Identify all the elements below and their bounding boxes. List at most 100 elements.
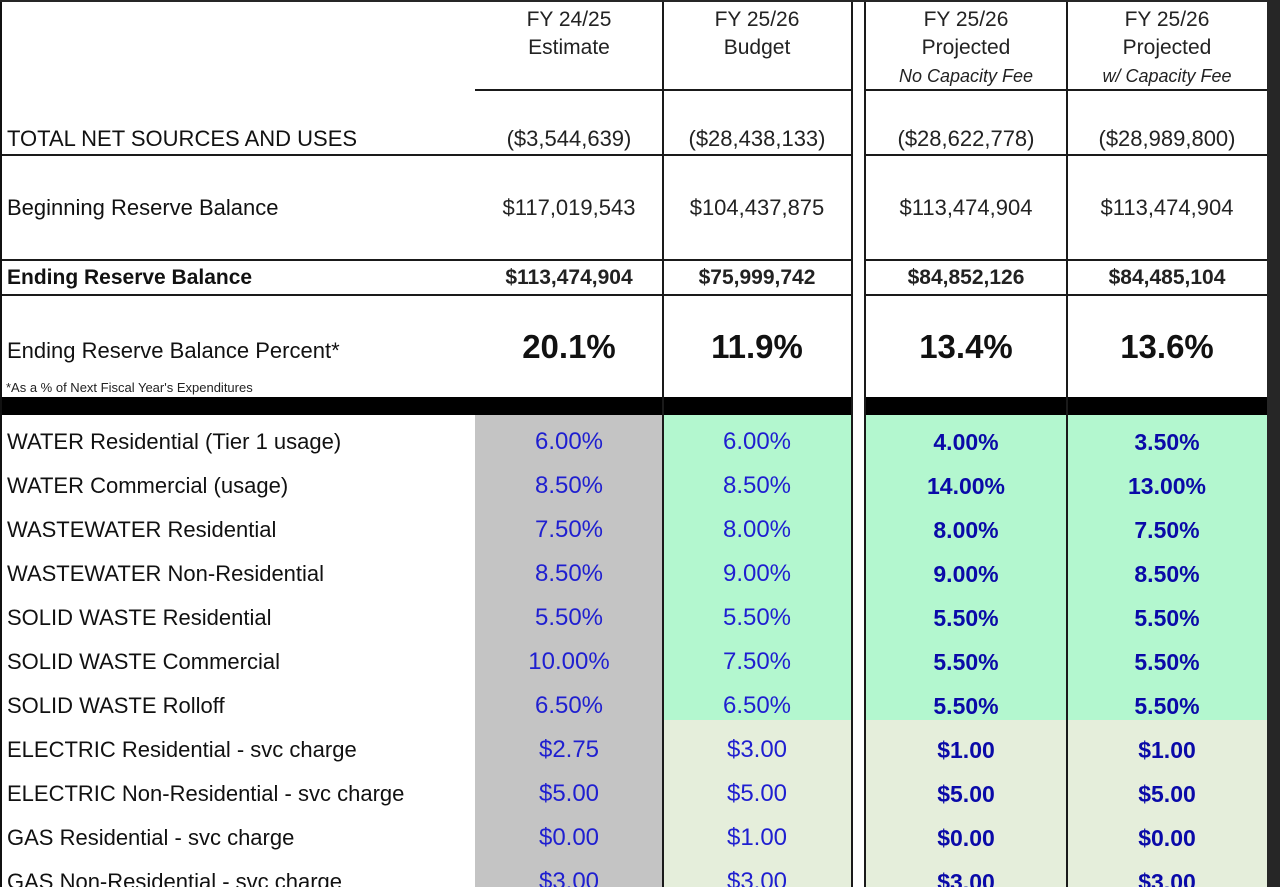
rate-budget: 6.50% [722, 692, 792, 719]
row-label-ending-percent: Ending Reserve Balance Percent* [7, 338, 340, 363]
rate-budget: $3.00 [726, 736, 788, 763]
rate-projected-no-fee: 5.50% [933, 692, 999, 719]
grid-line [662, 2, 664, 887]
rate-projected-with-fee: $5.00 [1138, 780, 1196, 807]
grid-line [851, 2, 853, 887]
beginning-estimate: $117,019,543 [502, 195, 636, 220]
rate-label: SOLID WASTE Rolloff [7, 693, 225, 718]
column-header-fy2526-projected-with-fee: FY 25/26 Projected w/ Capacity Fee [1067, 2, 1267, 90]
footnote: *As a % of Next Fiscal Year's Expenditur… [6, 379, 253, 395]
budget-rate-fill [663, 415, 851, 720]
rate-projected-no-fee: $1.00 [937, 736, 995, 763]
rate-estimate: 6.00% [534, 428, 604, 455]
header-line2: Projected [1122, 36, 1212, 59]
rate-projected-with-fee: 5.50% [1134, 692, 1200, 719]
beginning-projected-no-fee: $113,474,904 [899, 195, 1033, 220]
rate-projected-no-fee: 8.00% [933, 516, 999, 543]
rate-budget: 6.00% [722, 428, 792, 455]
total-net-budget: ($28,438,133) [688, 126, 826, 151]
rate-label: GAS Non-Residential - svc charge [7, 869, 343, 887]
header-line1: FY 25/26 [923, 8, 1009, 31]
rate-projected-no-fee: 5.50% [933, 604, 999, 631]
rate-budget: $5.00 [726, 780, 788, 807]
rate-projected-no-fee: 14.00% [926, 472, 1005, 499]
rate-budget: 5.50% [722, 604, 792, 631]
ending-budget: $75,999,742 [698, 265, 816, 289]
header-line2: Estimate [528, 36, 610, 59]
total-net-estimate: ($3,544,639) [506, 126, 632, 151]
rate-estimate: 8.50% [534, 560, 604, 587]
grid-line [2, 259, 1267, 261]
grid-line [2, 154, 1267, 156]
header-line2: Projected [921, 36, 1011, 59]
ending-projected-no-fee: $84,852,126 [907, 265, 1025, 289]
grid-line [1066, 2, 1068, 887]
total-net-projected-with-fee: ($28,989,800) [1098, 126, 1236, 151]
header-subtitle: w/ Capacity Fee [1102, 66, 1232, 86]
header-line1: FY 25/26 [714, 8, 800, 31]
rate-projected-no-fee: $5.00 [937, 780, 995, 807]
rate-budget: $1.00 [726, 824, 788, 851]
rate-label: WATER Residential (Tier 1 usage) [7, 429, 342, 454]
rate-projected-no-fee: 4.00% [933, 428, 999, 455]
rate-label: GAS Residential - svc charge [7, 825, 295, 850]
rate-estimate: $3.00 [538, 868, 600, 887]
rate-projected-no-fee: $0.00 [937, 824, 995, 851]
rate-label: SOLID WASTE Residential [7, 605, 272, 630]
grid-line [2, 294, 1267, 296]
rate-projected-with-fee: $3.00 [1138, 868, 1196, 887]
rate-label: SOLID WASTE Commercial [7, 649, 281, 674]
rate-label: WATER Commercial (usage) [7, 473, 289, 498]
rate-estimate: 10.00% [528, 648, 610, 675]
rate-budget: 8.50% [722, 472, 792, 499]
row-label-total-net: TOTAL NET SOURCES AND USES [7, 126, 358, 151]
header-line1: FY 25/26 [1124, 8, 1210, 31]
rate-projected-no-fee: $3.00 [937, 868, 995, 887]
rate-projected-no-fee: 5.50% [933, 648, 999, 675]
column-header-fy2425-estimate: FY 24/25 Estimate [475, 2, 663, 90]
grid-line [475, 89, 1267, 91]
total-net-projected-no-fee: ($28,622,778) [897, 126, 1035, 151]
budget-svc-fill [663, 720, 851, 887]
header-subtitle: No Capacity Fee [898, 66, 1034, 86]
rate-estimate: 7.50% [534, 516, 604, 543]
ending-pct-budget: 11.9% [711, 328, 803, 365]
rate-projected-with-fee: 13.00% [1127, 472, 1206, 499]
rate-budget: $3.00 [726, 868, 788, 887]
rate-projected-with-fee: 5.50% [1134, 648, 1200, 675]
header-line2: Budget [723, 36, 791, 59]
rate-projected-no-fee: 9.00% [933, 560, 999, 587]
rate-projected-with-fee: $0.00 [1138, 824, 1196, 851]
rate-estimate: $2.75 [538, 736, 600, 763]
ending-pct-projected-no-fee: 13.4% [919, 328, 1013, 365]
rate-estimate: 8.50% [534, 472, 604, 499]
rate-projected-with-fee: $1.00 [1138, 736, 1196, 763]
rate-estimate: $0.00 [538, 824, 600, 851]
column-header-fy2526-projected-no-fee: FY 25/26 Projected No Capacity Fee [865, 2, 1067, 90]
rate-estimate: 6.50% [534, 692, 604, 719]
section-divider [2, 397, 1267, 415]
rate-projected-with-fee: 3.50% [1134, 428, 1200, 455]
rate-budget: 7.50% [722, 648, 792, 675]
beginning-projected-with-fee: $113,474,904 [1100, 195, 1234, 220]
rate-projected-with-fee: 8.50% [1134, 560, 1200, 587]
rate-projected-with-fee: 5.50% [1134, 604, 1200, 631]
rate-budget: 9.00% [722, 560, 792, 587]
rate-projected-with-fee: 7.50% [1134, 516, 1200, 543]
rate-label: ELECTRIC Non-Residential - svc charge [7, 781, 405, 806]
rate-label: WASTEWATER Non-Residential [7, 561, 325, 586]
estimate-column-fill [475, 415, 663, 887]
rate-estimate: 5.50% [534, 604, 604, 631]
ending-pct-estimate: 20.1% [522, 328, 616, 365]
rate-label: ELECTRIC Residential - svc charge [7, 737, 357, 762]
rate-budget: 8.00% [722, 516, 792, 543]
ending-pct-projected-with-fee: 13.6% [1120, 328, 1214, 365]
column-header-fy2526-budget: FY 25/26 Budget [663, 2, 851, 90]
row-label-ending-reserve: Ending Reserve Balance [7, 265, 253, 289]
rate-label: WASTEWATER Residential [7, 517, 277, 542]
beginning-budget: $104,437,875 [689, 195, 825, 220]
double-line-gap [853, 2, 864, 887]
row-label-beginning-reserve: Beginning Reserve Balance [7, 195, 279, 220]
ending-estimate: $113,474,904 [505, 265, 633, 289]
